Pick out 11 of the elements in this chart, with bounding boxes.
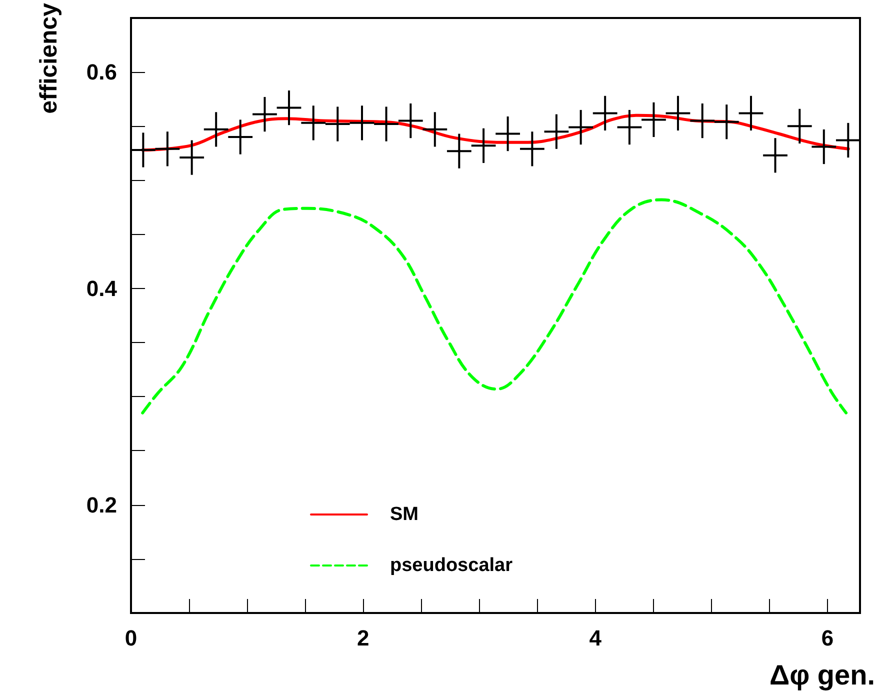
x-axis-title: Δφ gen. — [770, 660, 875, 690]
x-tick-label: 0 — [124, 626, 138, 650]
y-tick-label: 0.4 — [86, 276, 118, 301]
legend-label: pseudoscalar — [390, 555, 514, 576]
x-tick-label: 2 — [357, 626, 370, 650]
y-axis-title: efficiency — [36, 2, 62, 114]
x-tick-label: 4 — [589, 626, 602, 650]
legend-label: SM — [390, 504, 418, 525]
y-tick-label: 0.6 — [86, 60, 117, 85]
y-tick-label: 0.2 — [86, 492, 117, 518]
x-tick-label: 6 — [821, 626, 834, 650]
